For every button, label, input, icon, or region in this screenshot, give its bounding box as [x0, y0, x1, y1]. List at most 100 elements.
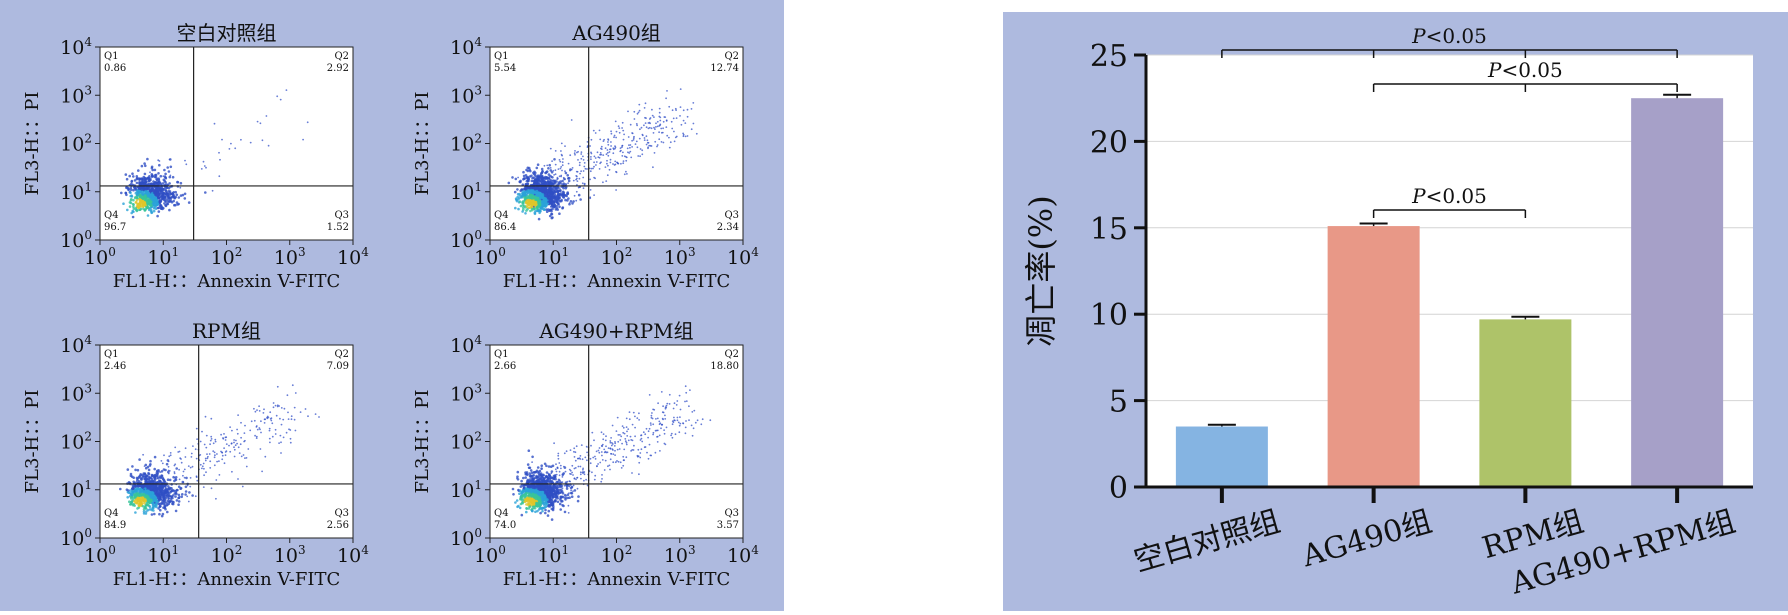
- flow-y-tick-label: 104: [450, 35, 482, 59]
- flow-event-dot: [541, 190, 544, 193]
- flow-event-dot: [226, 443, 228, 445]
- flow-event-dot: [174, 447, 176, 449]
- flow-event-dot: [529, 210, 532, 213]
- flow-event-dot: [143, 489, 145, 491]
- flow-event-dot: [571, 465, 573, 467]
- flow-event-dot: [629, 151, 631, 153]
- flow-event-dot: [681, 124, 683, 126]
- flow-event-dot: [525, 498, 528, 501]
- flow-event-dot: [633, 412, 635, 414]
- flow-event-dot: [150, 190, 153, 193]
- flow-event-dot: [244, 440, 246, 442]
- flow-event-dot: [154, 190, 157, 193]
- flow-event-dot: [281, 407, 283, 409]
- flow-event-dot: [568, 505, 570, 507]
- flow-event-dot: [555, 495, 558, 498]
- flow-event-dot: [561, 155, 563, 157]
- flow-event-dot: [218, 152, 220, 154]
- flow-event-dot: [164, 494, 166, 496]
- flow-x-tick-label: 101: [537, 245, 569, 269]
- flow-event-dot: [671, 128, 673, 130]
- flow-event-dot: [644, 137, 646, 139]
- flow-tick-base: 10: [450, 85, 474, 107]
- flow-event-dot: [205, 471, 207, 473]
- flow-event-dot: [580, 455, 582, 457]
- flow-event-dot: [581, 444, 583, 446]
- flow-tick-base: 10: [664, 247, 688, 269]
- flow-event-dot: [564, 511, 567, 514]
- flow-event-dot: [658, 131, 660, 133]
- flow-event-dot: [537, 471, 540, 474]
- flow-event-dot: [300, 411, 302, 413]
- flow-y-tick-label: 104: [60, 35, 92, 59]
- flow-event-dot: [233, 439, 235, 441]
- flow-event-dot: [658, 421, 660, 423]
- flow-event-dot: [262, 139, 264, 141]
- flow-event-dot: [666, 120, 668, 122]
- flow-tick-exponent: 4: [84, 35, 92, 49]
- flow-event-dot: [664, 418, 666, 420]
- flow-event-dot: [594, 456, 596, 458]
- flow-event-dot: [607, 155, 609, 157]
- flow-event-dot: [125, 187, 128, 190]
- flow-event-dot: [687, 135, 689, 137]
- flow-event-dot: [595, 157, 597, 159]
- flow-event-dot: [555, 488, 557, 490]
- flow-x-axis-label: FL1-H：：Annexin V-FITC: [503, 271, 731, 292]
- flow-event-dot: [240, 139, 242, 141]
- quadrant-q3-label: Q3: [334, 508, 349, 519]
- flow-event-dot: [126, 209, 129, 212]
- flow-event-dot: [602, 459, 604, 461]
- flow-event-dot: [280, 441, 282, 443]
- flow-event-dot: [550, 472, 552, 474]
- flow-event-dot: [568, 177, 570, 179]
- flow-event-dot: [651, 415, 653, 417]
- flow-event-dot: [275, 429, 277, 431]
- flow-event-dot: [149, 171, 151, 173]
- flow-event-dot: [559, 471, 561, 473]
- flow-event-dot: [619, 434, 621, 436]
- flow-event-dot: [221, 139, 223, 141]
- flow-event-dot: [520, 497, 523, 500]
- flow-event-dot: [555, 150, 557, 152]
- flow-event-dot: [157, 496, 159, 498]
- flow-event-dot: [242, 486, 244, 488]
- flow-event-dot: [593, 439, 595, 441]
- flow-event-dot: [168, 170, 171, 173]
- flow-event-dot: [665, 126, 667, 128]
- flow-event-dot: [269, 442, 271, 444]
- flow-x-tick-label: 104: [337, 543, 369, 567]
- flow-event-dot: [637, 456, 639, 458]
- flow-event-dot: [594, 475, 596, 477]
- flow-event-dot: [230, 143, 232, 145]
- flow-event-dot: [664, 415, 666, 417]
- flow-event-dot: [574, 195, 576, 197]
- flow-event-dot: [140, 502, 143, 505]
- quadrant-q4-label: Q4: [104, 508, 119, 519]
- flow-event-dot: [654, 128, 656, 130]
- flow-event-dot: [531, 499, 534, 502]
- flow-event-dot: [594, 177, 596, 179]
- flow-event-dot: [144, 188, 147, 191]
- flow-event-dot: [561, 143, 563, 145]
- flow-event-dot: [214, 464, 216, 466]
- flow-event-dot: [599, 157, 601, 159]
- flow-event-dot: [558, 458, 560, 460]
- flow-event-dot: [147, 214, 150, 217]
- flow-event-dot: [645, 117, 647, 119]
- flow-event-dot: [138, 205, 141, 208]
- flow-event-dot: [138, 498, 141, 501]
- flow-event-dot: [234, 449, 236, 451]
- flow-event-dot: [623, 459, 625, 461]
- flow-event-dot: [152, 202, 155, 205]
- flow-event-dot: [546, 193, 548, 195]
- flow-event-dot: [598, 452, 600, 454]
- flow-event-dot: [609, 440, 611, 442]
- flow-event-dot: [179, 451, 181, 453]
- flow-event-dot: [185, 163, 187, 165]
- flow-event-dot: [599, 139, 601, 141]
- flow-event-dot: [541, 168, 544, 171]
- flow-event-dot: [586, 459, 588, 461]
- flow-event-dot: [229, 451, 231, 453]
- flow-event-dot: [243, 454, 245, 456]
